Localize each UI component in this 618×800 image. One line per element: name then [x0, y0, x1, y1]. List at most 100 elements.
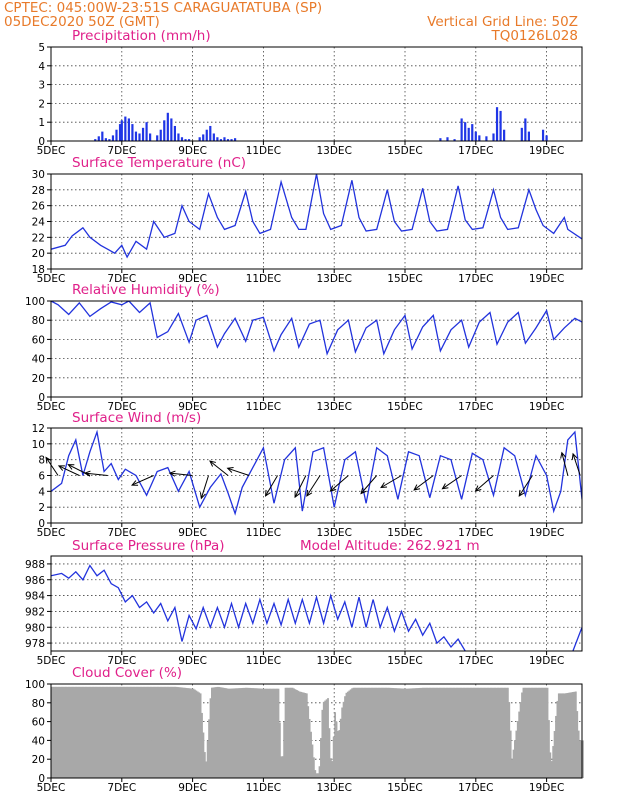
ytick-label-precip: 0: [38, 136, 45, 148]
cloud-column: [169, 686, 172, 778]
ytick-label-rh: 20: [32, 373, 45, 385]
cloud-column: [395, 688, 397, 778]
cloud-column: [566, 693, 569, 778]
cloud-column: [138, 686, 141, 778]
wind-vector: [475, 475, 494, 492]
cloud-column: [460, 687, 463, 778]
ytick-label-pressure: 988: [25, 559, 45, 571]
wind-arrowhead: [168, 470, 176, 477]
cloud-column: [80, 686, 83, 778]
cloud-column: [573, 691, 576, 778]
xtick-label-precip: 19DEC: [529, 145, 564, 157]
cloud-column: [556, 700, 559, 778]
cloud-column: [293, 688, 295, 778]
cloud-column: [325, 699, 328, 778]
cloud-column: [236, 688, 239, 778]
cloud-column: [257, 688, 260, 778]
cloud-column: [570, 692, 573, 778]
precip-bar: [141, 127, 145, 141]
xtick-label-precip: 15DEC: [387, 145, 422, 157]
cloud-column: [314, 770, 317, 778]
panel-title-temp: Surface Temperature (nC): [72, 155, 246, 171]
cloud-column: [305, 693, 308, 778]
cloud-column: [522, 687, 525, 778]
panel-frame-pressure: [50, 555, 583, 652]
wind-arrowhead: [45, 456, 52, 464]
cloud-column: [576, 711, 579, 778]
cloud-column: [167, 686, 169, 778]
ytick-label-temp: 22: [32, 232, 45, 244]
cloud-column: [344, 696, 346, 778]
xtick-label-temp: 13DEC: [316, 273, 351, 285]
cloud-column: [269, 688, 271, 778]
cloud-column: [65, 686, 67, 778]
wind-vector: [442, 475, 462, 490]
cloud-column: [504, 687, 506, 778]
cloud-column: [542, 687, 545, 778]
cloud-column: [511, 759, 514, 778]
wind-arrowhead: [57, 465, 65, 471]
cloud-column: [444, 687, 447, 778]
xtick-label-wind: 13DEC: [316, 527, 351, 539]
precip-bar: [115, 129, 118, 141]
cloud-column: [359, 687, 362, 778]
panel-frame-wind: [50, 427, 583, 524]
cloud-column: [145, 686, 148, 778]
precip-bar: [145, 122, 148, 141]
ytick-label-cloud: 20: [32, 754, 45, 766]
precip-bar: [216, 137, 219, 141]
cloud-column: [130, 686, 133, 778]
cloud-column: [242, 687, 244, 778]
cloud-column: [195, 690, 198, 778]
cloud-column: [372, 687, 375, 778]
cloud-column: [446, 687, 448, 778]
cloud-column: [480, 687, 482, 778]
cloud-column: [545, 687, 547, 778]
cloud-column: [577, 730, 580, 778]
cloud-column: [53, 686, 56, 778]
cloud-column: [366, 687, 369, 778]
cloud-column: [416, 688, 419, 778]
precip-bar: [124, 116, 127, 141]
cloud-column: [298, 691, 301, 778]
ytick-label-temp: 20: [32, 248, 45, 260]
wind-arrowhead: [199, 492, 206, 500]
cloud-column: [536, 687, 539, 778]
xtick-label-pressure: 5DEC: [37, 655, 66, 667]
cloud-column: [101, 686, 104, 778]
xtick-label-cloud: 11DEC: [246, 782, 281, 794]
cloud-column: [253, 688, 256, 778]
panel-frame-temp: [50, 173, 583, 270]
cloud-column: [62, 686, 65, 778]
cloud-column: [555, 715, 557, 778]
cloud-column: [82, 686, 84, 778]
cloud-column: [502, 687, 505, 778]
cloud-column: [283, 721, 286, 778]
panel-title-precip: Precipitation (mm/h): [72, 28, 211, 44]
cloud-column: [109, 686, 111, 778]
cloud-column: [470, 687, 472, 778]
cloud-column: [103, 686, 106, 778]
cloud-column: [134, 686, 137, 778]
precip-bar: [230, 139, 233, 141]
cloud-column: [312, 757, 315, 778]
cloud-column: [111, 686, 114, 778]
panel-precip: Precipitation (mm/h) 0 1 2 3 4 5 5DEC 7DEC 9DEC 11…: [37, 28, 583, 157]
cloud-column: [495, 687, 498, 778]
cloud-column: [375, 687, 378, 778]
panel-title-cloud: Cloud Cover (%): [72, 665, 182, 681]
wind-vector: [572, 453, 581, 476]
cloud-column: [203, 752, 206, 778]
cloud-column: [580, 740, 583, 778]
cloud-column: [291, 687, 294, 778]
cloud-column: [178, 687, 181, 778]
cloud-column: [106, 686, 109, 778]
cloud-column: [152, 686, 155, 778]
cloud-column: [505, 687, 508, 778]
cloud-column: [327, 698, 329, 778]
cloud-column: [191, 688, 193, 778]
cloud-column: [320, 738, 322, 778]
precip-bar: [163, 120, 166, 141]
cloud-column: [208, 719, 210, 778]
cloud-column: [390, 687, 393, 778]
